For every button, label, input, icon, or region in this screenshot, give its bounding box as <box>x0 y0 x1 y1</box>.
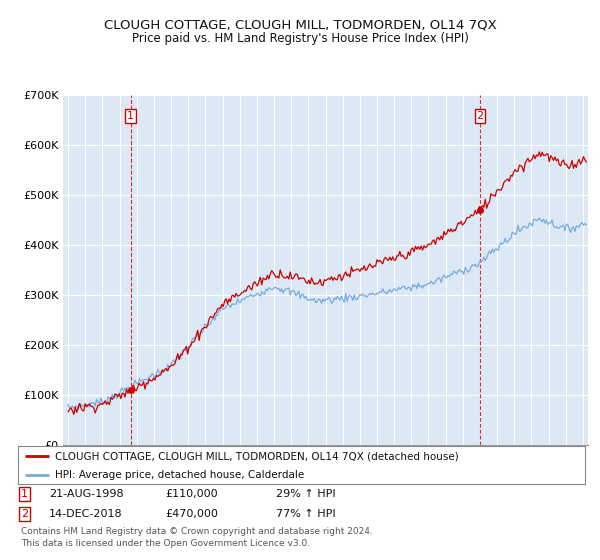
Text: 2: 2 <box>476 111 484 121</box>
Text: 2: 2 <box>21 508 28 519</box>
Text: £110,000: £110,000 <box>165 489 218 499</box>
Text: £470,000: £470,000 <box>165 508 218 519</box>
Text: HPI: Average price, detached house, Calderdale: HPI: Average price, detached house, Cald… <box>55 470 304 480</box>
Text: CLOUGH COTTAGE, CLOUGH MILL, TODMORDEN, OL14 7QX (detached house): CLOUGH COTTAGE, CLOUGH MILL, TODMORDEN, … <box>55 451 458 461</box>
Text: 21-AUG-1998: 21-AUG-1998 <box>49 489 124 499</box>
Text: 1: 1 <box>127 111 134 121</box>
Text: Price paid vs. HM Land Registry's House Price Index (HPI): Price paid vs. HM Land Registry's House … <box>131 31 469 45</box>
Text: 77% ↑ HPI: 77% ↑ HPI <box>276 508 335 519</box>
Text: 29% ↑ HPI: 29% ↑ HPI <box>276 489 335 499</box>
Text: Contains HM Land Registry data © Crown copyright and database right 2024.: Contains HM Land Registry data © Crown c… <box>21 528 373 536</box>
Text: 1: 1 <box>21 489 28 499</box>
Text: CLOUGH COTTAGE, CLOUGH MILL, TODMORDEN, OL14 7QX: CLOUGH COTTAGE, CLOUGH MILL, TODMORDEN, … <box>104 18 496 32</box>
Text: This data is licensed under the Open Government Licence v3.0.: This data is licensed under the Open Gov… <box>21 539 310 548</box>
Text: 14-DEC-2018: 14-DEC-2018 <box>49 508 123 519</box>
